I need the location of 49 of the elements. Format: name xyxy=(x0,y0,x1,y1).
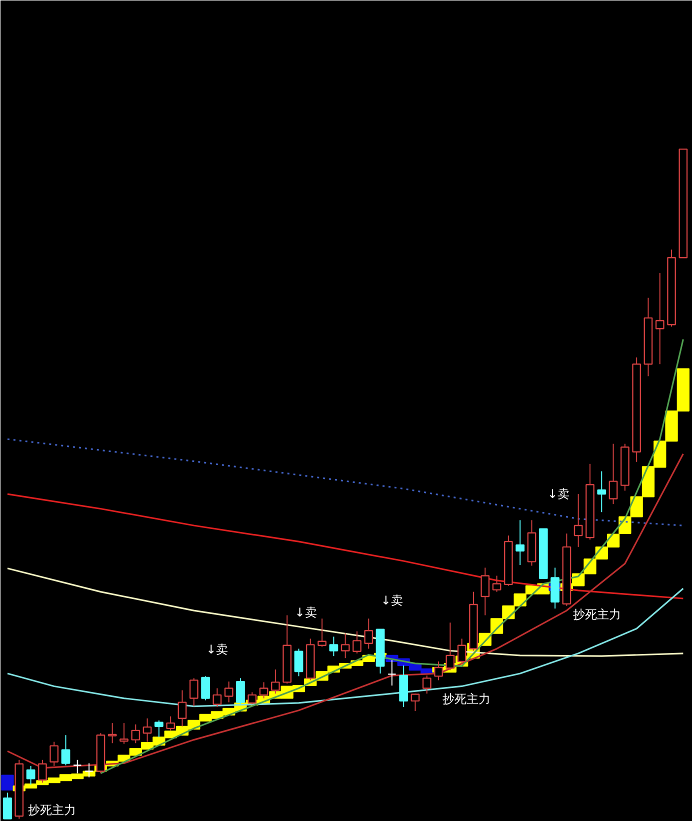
candlestick xyxy=(387,660,396,686)
bar xyxy=(1,774,14,791)
candlestick xyxy=(178,690,187,727)
candlestick xyxy=(154,720,164,738)
candlestick xyxy=(72,759,82,774)
candlestick xyxy=(516,520,525,566)
candlestick xyxy=(434,660,443,681)
candlestick xyxy=(201,676,210,701)
annotation: 抄死主力 xyxy=(442,692,490,706)
candlestick xyxy=(364,618,374,650)
candlestick xyxy=(26,765,36,786)
candlestick xyxy=(597,470,606,513)
candlestick xyxy=(446,622,455,671)
candlestick xyxy=(84,762,94,778)
candlestick xyxy=(318,618,326,648)
candlestick xyxy=(38,759,47,784)
candlestick xyxy=(457,638,466,664)
candlestick xyxy=(608,443,618,505)
candlestick xyxy=(212,688,222,708)
candlestick xyxy=(492,575,502,592)
annotation: ↓卖 xyxy=(548,487,570,502)
candlestick xyxy=(480,567,490,616)
candlestick xyxy=(236,678,245,705)
annotation: 抄死主力 xyxy=(28,803,76,818)
candlestick xyxy=(131,724,140,744)
candlestick xyxy=(259,682,268,699)
candlestick xyxy=(574,494,583,548)
candlestick xyxy=(142,718,152,742)
candlestick xyxy=(224,681,234,703)
candlestick xyxy=(108,722,117,744)
candlestick xyxy=(3,792,12,820)
candlestick xyxy=(166,716,176,731)
candlestick xyxy=(120,722,128,744)
candlestick xyxy=(248,692,257,705)
candlestick xyxy=(422,675,432,694)
candlestick xyxy=(294,648,304,677)
annotation: ↓卖 xyxy=(206,642,228,656)
candlestick xyxy=(352,630,362,654)
candlestick xyxy=(340,632,350,659)
candlestick xyxy=(50,741,59,766)
annotation: 抄死主力 xyxy=(572,608,621,622)
candlestick xyxy=(410,693,420,712)
candlestick xyxy=(655,272,664,365)
candlestick xyxy=(61,734,70,766)
candlestick xyxy=(270,668,280,694)
candlestick xyxy=(329,636,338,657)
annotation: ↓卖 xyxy=(380,594,403,608)
annotation: ↓卖 xyxy=(294,606,317,620)
candlestick xyxy=(189,678,198,707)
